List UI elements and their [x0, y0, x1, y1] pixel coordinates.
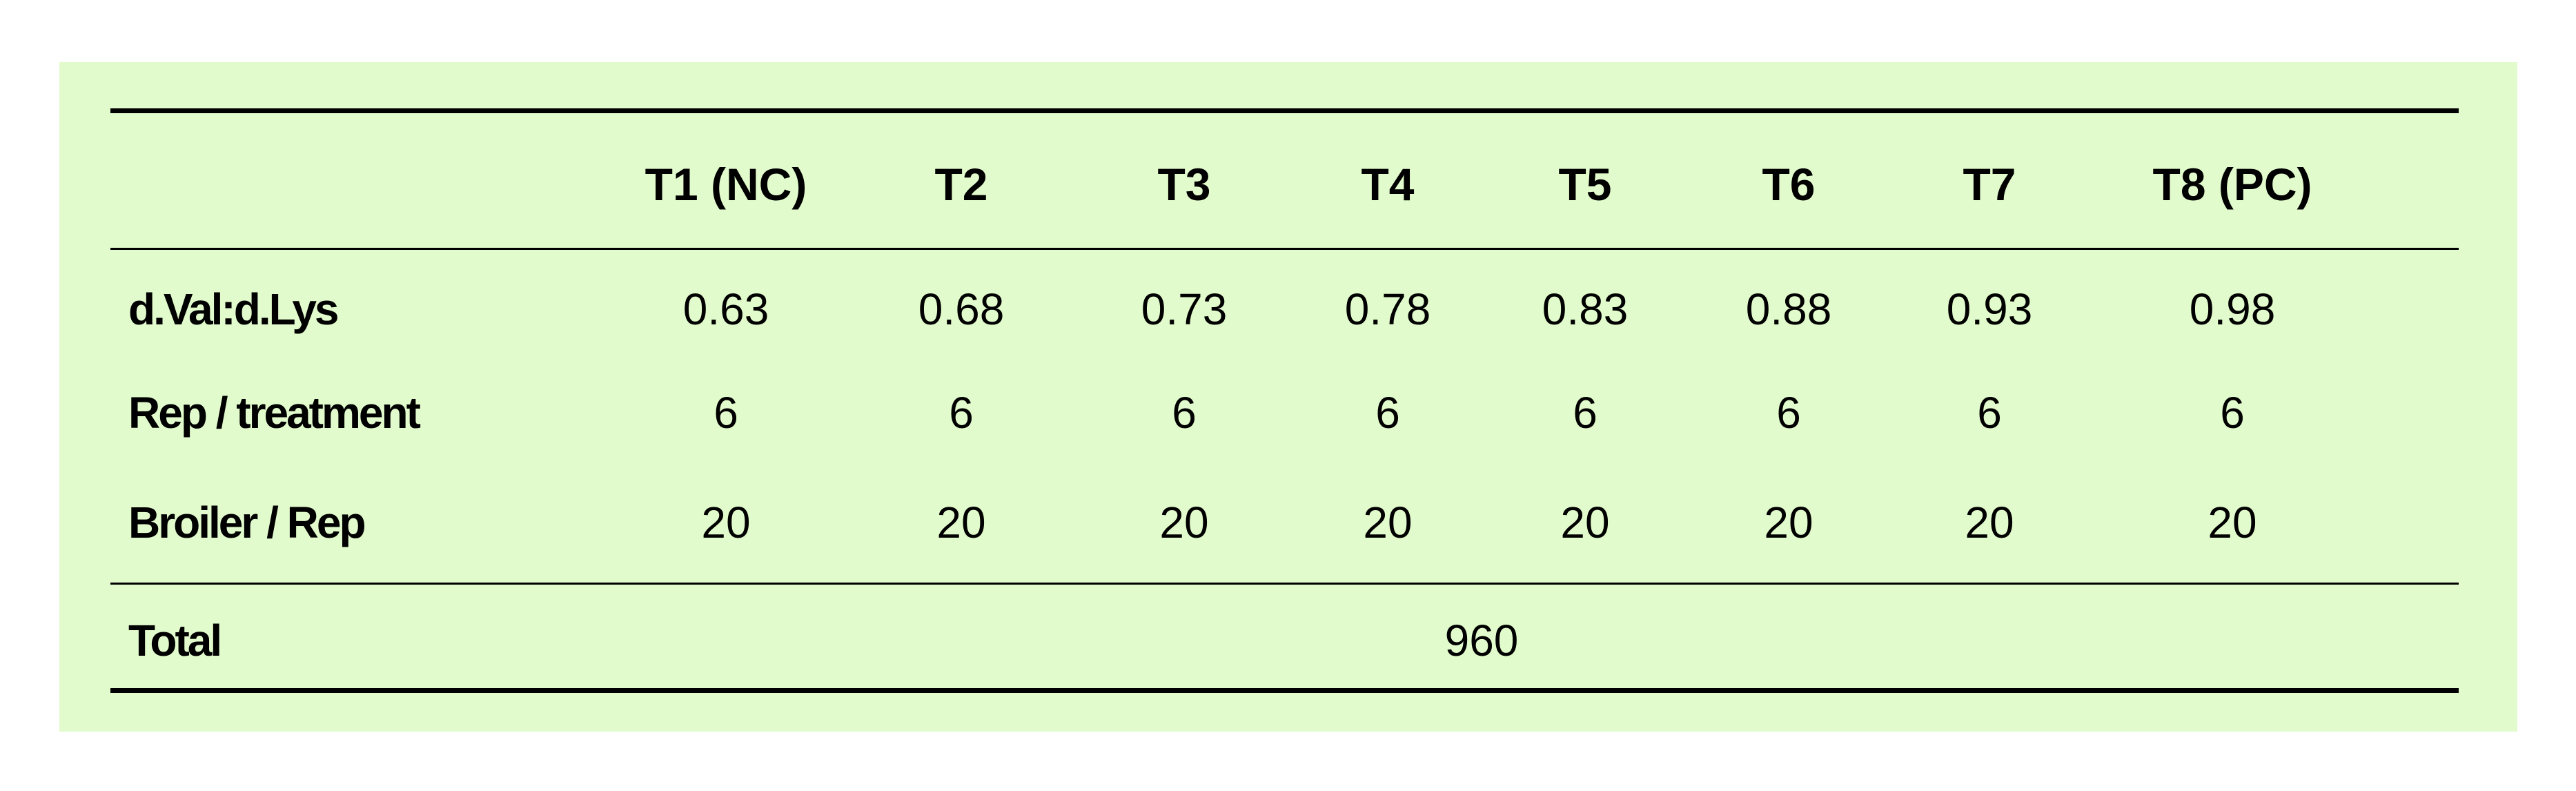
table-cell: 20: [1965, 498, 2014, 547]
table-cell: 20: [2208, 498, 2257, 547]
table-cell: 6: [2220, 388, 2245, 438]
column-header: T1 (NC): [645, 159, 807, 210]
row-label: Rep / treatment: [128, 388, 421, 438]
table-cell: 6: [1776, 388, 1801, 438]
bottom-rule: [110, 688, 2459, 693]
table-cell: 6: [1573, 388, 1597, 438]
column-header: T2: [934, 159, 988, 210]
table-panel: [59, 62, 2517, 732]
table-cell: 0.88: [1745, 284, 1832, 334]
table-cell: 6: [1977, 388, 2002, 438]
table-cell: 0.98: [2189, 284, 2276, 334]
table-cell: 6: [1172, 388, 1197, 438]
column-header: T3: [1157, 159, 1211, 210]
row-label: Broiler / Rep: [128, 498, 366, 547]
top-rule: [110, 108, 2459, 113]
column-header: T5: [1558, 159, 1612, 210]
column-header: T4: [1361, 159, 1415, 210]
header-rule: [110, 248, 2459, 250]
column-header: T6: [1762, 159, 1816, 210]
table-cell: 0.78: [1344, 284, 1431, 334]
table-cell: 0.83: [1542, 284, 1629, 334]
table-cell: 20: [936, 498, 986, 547]
table-cell: 0.93: [1946, 284, 2033, 334]
table-cell: 6: [1375, 388, 1400, 438]
total-label: Total: [128, 616, 222, 665]
table-cell: 20: [1764, 498, 1813, 547]
table-cell: 0.63: [682, 284, 769, 334]
table-cell: 6: [714, 388, 738, 438]
total-rule: [110, 583, 2459, 585]
table-cell: 20: [1159, 498, 1209, 547]
table-cell: 20: [701, 498, 751, 547]
total-value: 960: [1444, 616, 1519, 665]
table-cell: 0.73: [1141, 284, 1228, 334]
table-cell: 0.68: [918, 284, 1005, 334]
table-cell: 20: [1560, 498, 1610, 547]
column-header: T7: [1963, 159, 2016, 210]
row-label: d.Val:d.Lys: [128, 284, 339, 334]
table-cell: 20: [1363, 498, 1413, 547]
table-cell: 6: [949, 388, 974, 438]
column-header: T8 (PC): [2152, 159, 2312, 210]
